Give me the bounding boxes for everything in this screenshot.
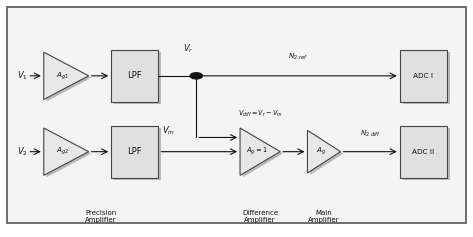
Polygon shape <box>243 130 283 177</box>
Bar <box>400 50 447 102</box>
Text: $N_{2\ ref}$: $N_{2\ ref}$ <box>288 51 308 62</box>
Polygon shape <box>47 130 91 177</box>
Circle shape <box>190 73 202 79</box>
Text: $V_{diff}=V_r-V_m$: $V_{diff}=V_r-V_m$ <box>237 108 283 118</box>
Text: $V_r$: $V_r$ <box>184 42 194 55</box>
Text: Precision
Amplifier: Precision Amplifier <box>85 210 116 223</box>
Bar <box>403 128 450 180</box>
Text: $N_{2\ diff}$: $N_{2\ diff}$ <box>359 128 381 139</box>
Bar <box>114 52 161 104</box>
Text: $A_{g2}$: $A_{g2}$ <box>56 146 69 157</box>
Bar <box>403 52 450 104</box>
Polygon shape <box>240 128 280 175</box>
Text: $A_{g1}$: $A_{g1}$ <box>56 70 69 82</box>
Polygon shape <box>44 128 89 175</box>
Text: ADC I: ADC I <box>413 73 433 79</box>
Polygon shape <box>47 54 91 101</box>
Text: LPF: LPF <box>128 147 142 156</box>
Text: Difference
Amplifier: Difference Amplifier <box>242 210 278 223</box>
Text: LPF: LPF <box>128 71 142 80</box>
Bar <box>111 50 158 102</box>
Text: $V_2$: $V_2$ <box>17 146 27 158</box>
Bar <box>111 126 158 178</box>
Text: Main
Amplifier: Main Amplifier <box>308 210 340 223</box>
Text: $V_m$: $V_m$ <box>162 125 175 137</box>
Polygon shape <box>310 132 343 175</box>
Bar <box>114 128 161 180</box>
Text: $A_g$: $A_g$ <box>316 146 326 157</box>
Text: $V_1$: $V_1$ <box>17 70 27 82</box>
Text: $A_g=1$: $A_g=1$ <box>246 146 268 157</box>
Polygon shape <box>44 52 89 100</box>
Polygon shape <box>307 130 341 173</box>
Text: ADC II: ADC II <box>412 149 434 155</box>
Bar <box>400 126 447 178</box>
